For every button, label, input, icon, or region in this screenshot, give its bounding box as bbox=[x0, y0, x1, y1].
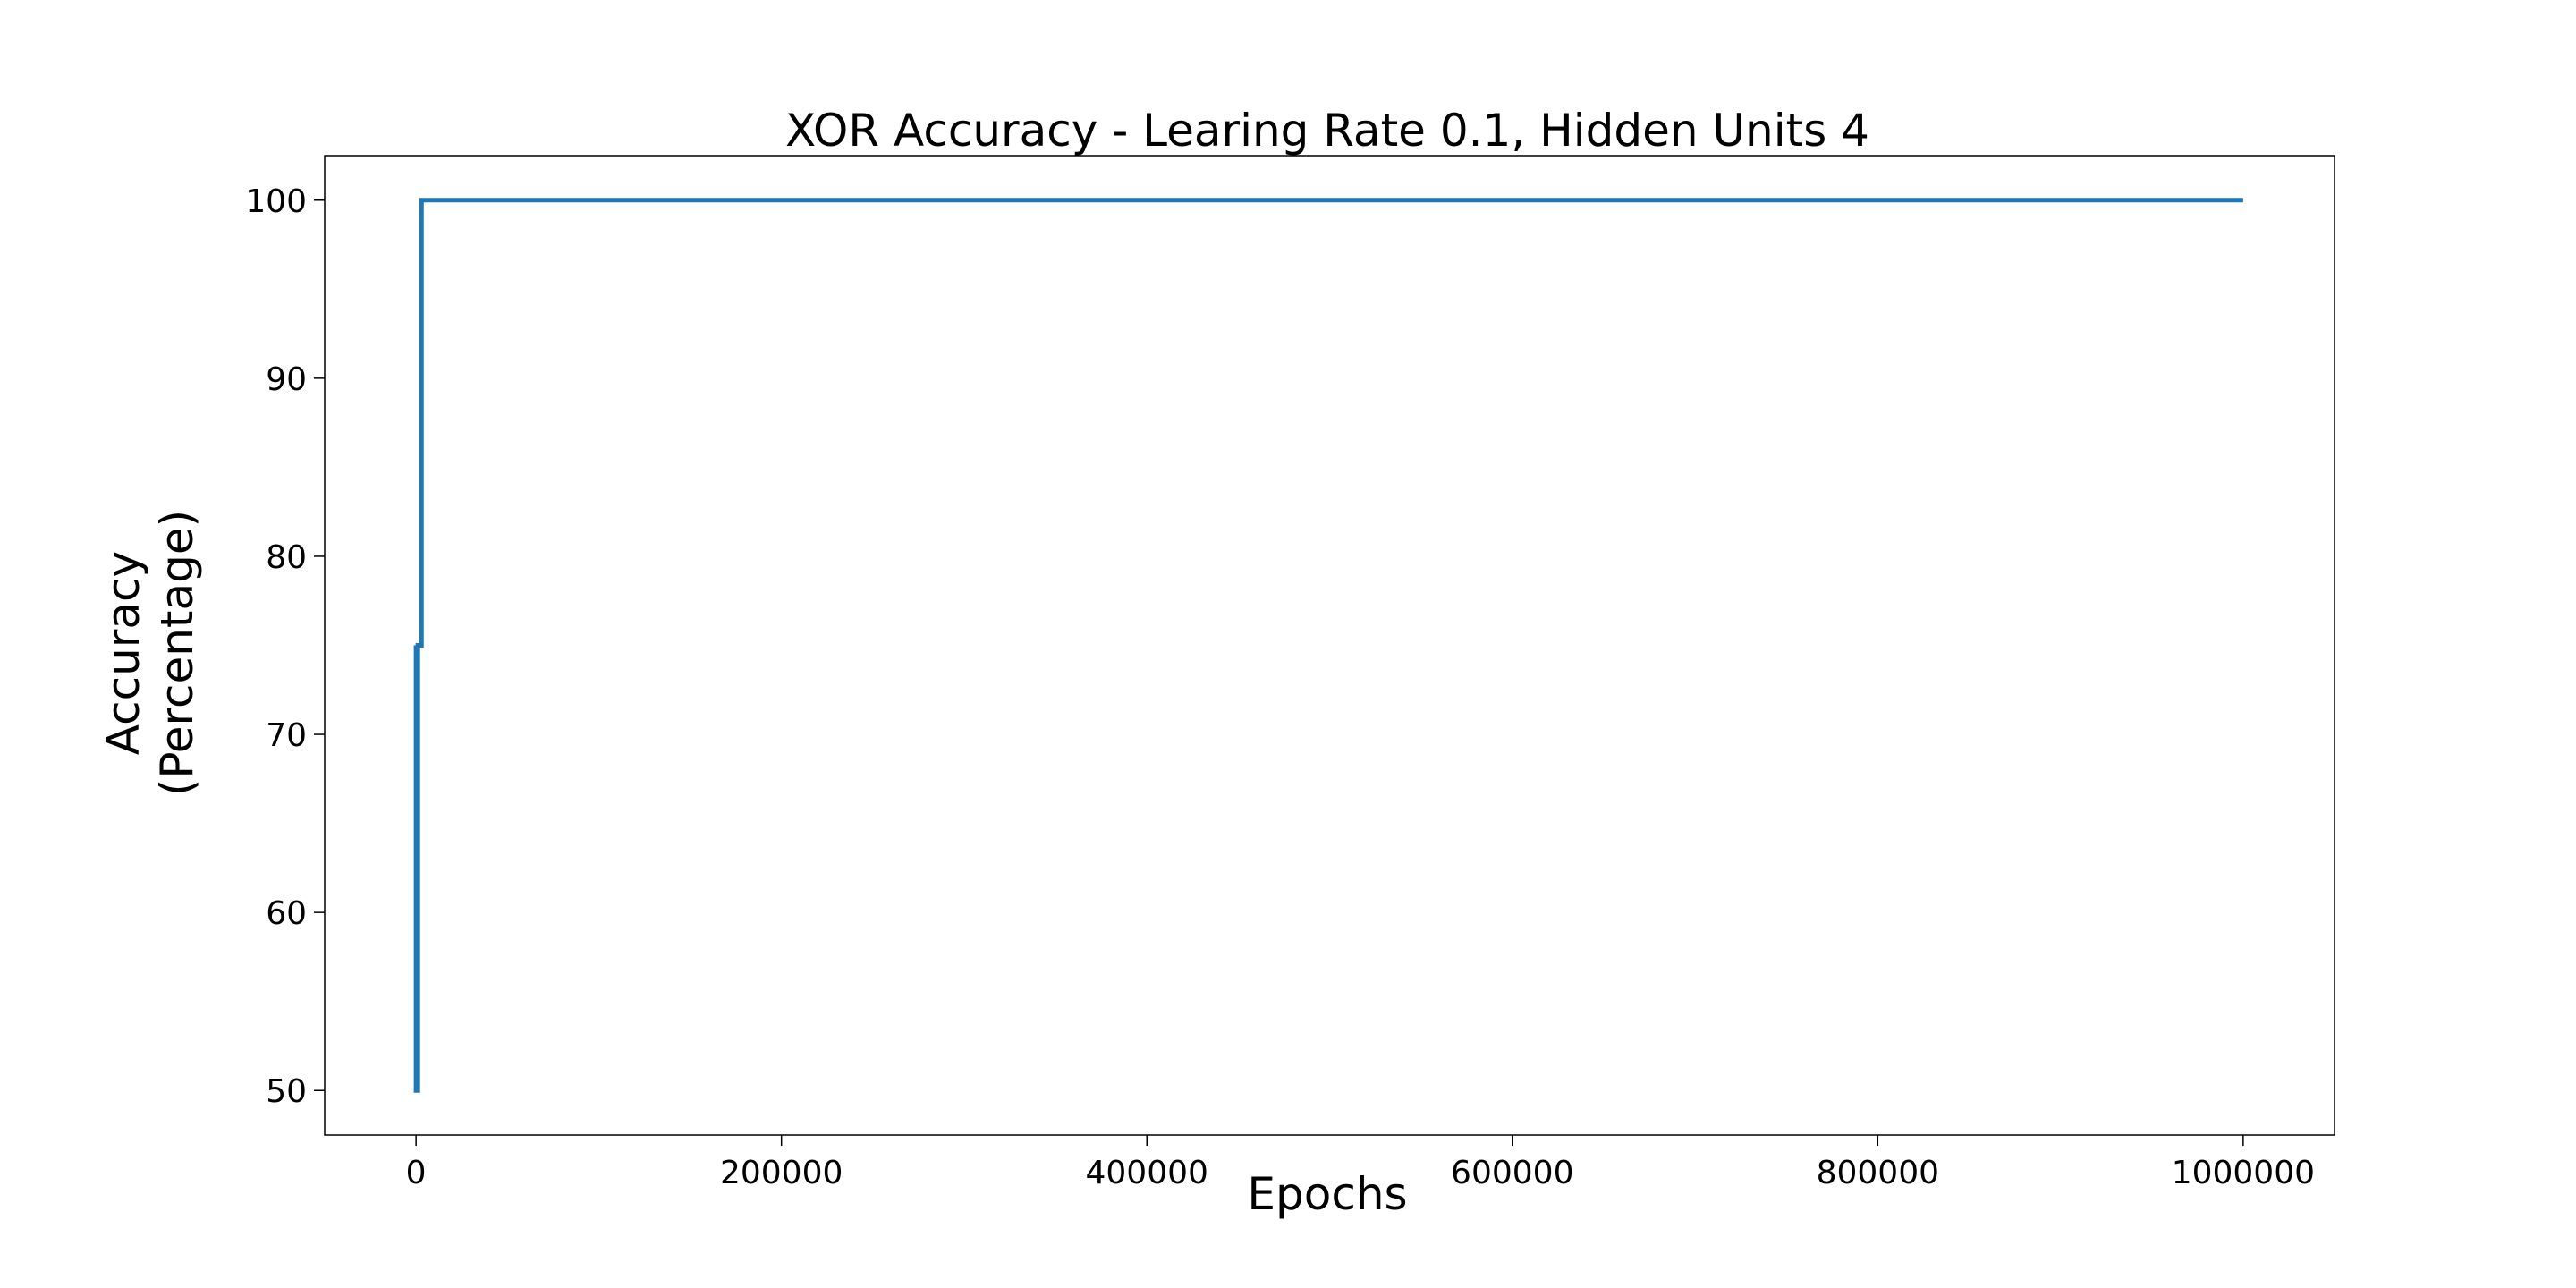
plot-frame bbox=[324, 155, 2335, 1136]
x-tick-label: 0 bbox=[406, 1155, 427, 1191]
x-tick-label: 1000000 bbox=[2172, 1155, 2315, 1191]
x-axis-ticks: 0 200000 400000 600000 800000 1000000 bbox=[406, 1135, 2315, 1191]
x-tick-label: 600000 bbox=[1451, 1155, 1573, 1191]
y-tick-label: 100 bbox=[245, 183, 307, 220]
plot-area bbox=[324, 155, 2335, 1136]
x-axis-label: Epochs bbox=[1247, 1168, 1407, 1220]
x-tick-label: 200000 bbox=[720, 1155, 843, 1191]
y-axis-label-line-2: (Percentage) bbox=[151, 510, 203, 796]
x-tick-label: 800000 bbox=[1817, 1155, 1939, 1191]
y-tick-label: 50 bbox=[266, 1073, 307, 1110]
y-tick-label: 70 bbox=[266, 717, 307, 754]
chart-title: XOR Accuracy - Learing Rate 0.1, Hidden … bbox=[785, 105, 1869, 157]
y-tick-label: 60 bbox=[266, 895, 307, 932]
y-axis-ticks: 50 60 70 80 90 100 bbox=[245, 183, 325, 1110]
y-tick-label: 90 bbox=[266, 361, 307, 398]
y-axis-label: Accuracy (Percentage) bbox=[97, 510, 203, 796]
x-tick-label: 400000 bbox=[1086, 1155, 1208, 1191]
y-axis-label-line-1: Accuracy bbox=[97, 551, 149, 755]
series-line-0 bbox=[413, 198, 2243, 1093]
y-tick-label: 80 bbox=[266, 539, 307, 576]
